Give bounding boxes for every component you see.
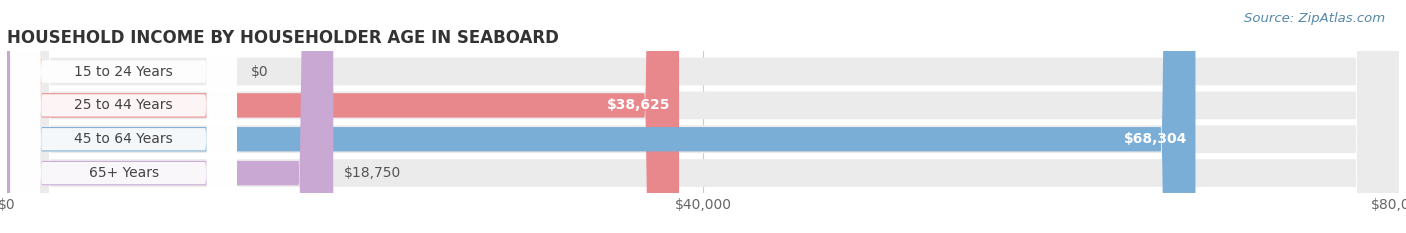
Text: Source: ZipAtlas.com: Source: ZipAtlas.com: [1244, 12, 1385, 25]
Text: $18,750: $18,750: [343, 166, 401, 180]
Text: 15 to 24 Years: 15 to 24 Years: [75, 65, 173, 79]
Text: HOUSEHOLD INCOME BY HOUSEHOLDER AGE IN SEABOARD: HOUSEHOLD INCOME BY HOUSEHOLDER AGE IN S…: [7, 29, 560, 47]
FancyBboxPatch shape: [7, 0, 679, 233]
Text: $68,304: $68,304: [1123, 132, 1187, 146]
FancyBboxPatch shape: [7, 0, 333, 233]
FancyBboxPatch shape: [0, 0, 42, 233]
FancyBboxPatch shape: [10, 0, 236, 233]
Text: $38,625: $38,625: [607, 98, 671, 112]
FancyBboxPatch shape: [10, 0, 236, 233]
FancyBboxPatch shape: [7, 0, 1195, 233]
Text: 45 to 64 Years: 45 to 64 Years: [75, 132, 173, 146]
Text: 25 to 44 Years: 25 to 44 Years: [75, 98, 173, 112]
Text: $0: $0: [250, 65, 269, 79]
FancyBboxPatch shape: [7, 0, 1399, 233]
FancyBboxPatch shape: [7, 0, 1399, 233]
Text: 65+ Years: 65+ Years: [89, 166, 159, 180]
FancyBboxPatch shape: [7, 0, 1399, 233]
FancyBboxPatch shape: [10, 0, 236, 233]
FancyBboxPatch shape: [7, 0, 1399, 233]
FancyBboxPatch shape: [10, 0, 236, 233]
